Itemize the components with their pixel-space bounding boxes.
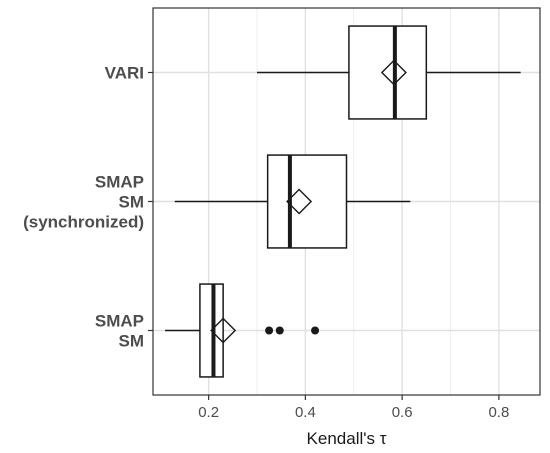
- mean-diamond: [210, 317, 237, 344]
- y-category-label: SMAP: [95, 173, 144, 192]
- outlier-point: [265, 326, 274, 335]
- mean-diamond: [380, 59, 407, 86]
- y-category-label: SMAP: [95, 312, 144, 331]
- y-category-label: (synchronized): [23, 213, 144, 232]
- iqr-box: [266, 154, 348, 249]
- x-tick-label: 0.6: [392, 404, 413, 421]
- boxplot-group: [257, 25, 521, 120]
- outlier-point: [311, 326, 320, 335]
- x-tick-label: 0.2: [198, 404, 219, 421]
- x-tick-label: 0.8: [488, 404, 509, 421]
- boxplot-group: [174, 154, 411, 249]
- outlier-point: [275, 326, 284, 335]
- iqr-box: [348, 25, 428, 120]
- x-axis-title: Kendall's τ: [307, 429, 387, 448]
- y-category-label: VARI: [105, 64, 144, 83]
- x-tick-label: 0.4: [295, 404, 316, 421]
- mean-diamond: [286, 188, 313, 215]
- y-category-label: SM: [119, 193, 145, 212]
- boxes: [165, 25, 521, 378]
- y-category-label: SM: [119, 332, 145, 351]
- boxplot-group: [165, 283, 320, 378]
